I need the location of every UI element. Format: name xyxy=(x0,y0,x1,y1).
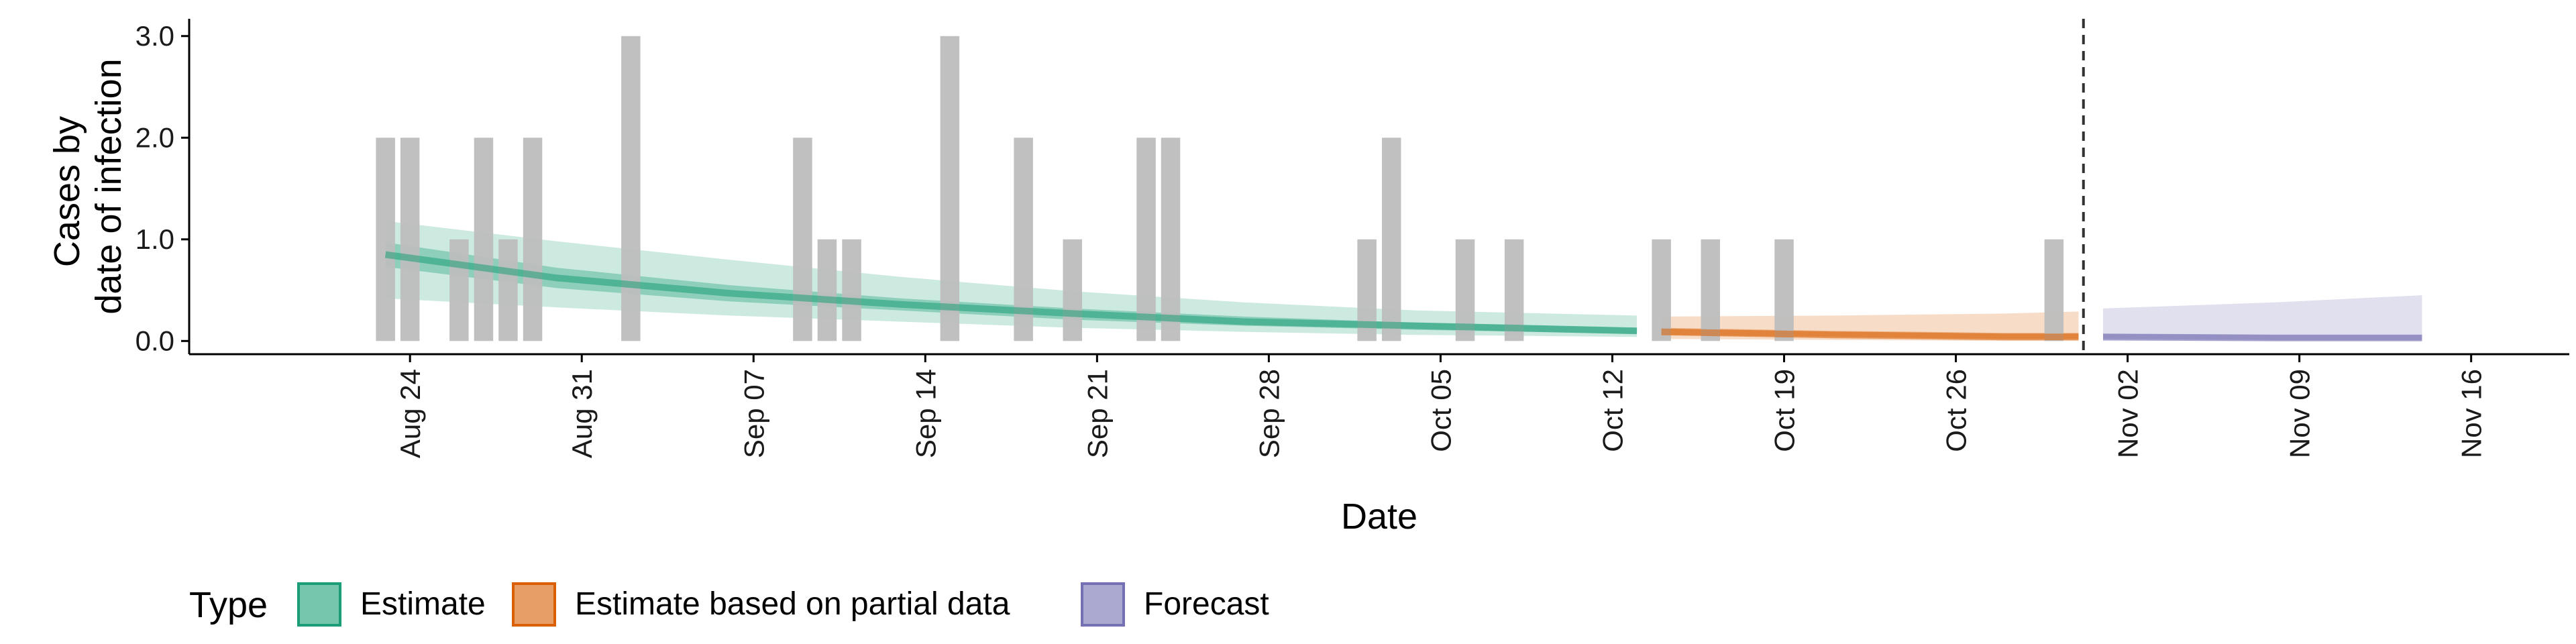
x-tick-label: Oct 19 xyxy=(1769,369,1801,452)
x-tick-label: Sep 14 xyxy=(910,369,941,458)
case-bar xyxy=(523,138,543,341)
x-tick-label: Oct 26 xyxy=(1941,369,1972,452)
legend-swatch-forecast xyxy=(1081,582,1125,627)
legend-label-estimate-based-on-partial-data: Estimate based on partial data xyxy=(575,586,1010,622)
x-tick-label: Aug 24 xyxy=(394,369,426,458)
case-bar xyxy=(1161,138,1181,341)
y-axis-ticks: 0.0 1.0 2.0 3.0 xyxy=(136,20,189,356)
x-tick-label: Sep 28 xyxy=(1253,369,1285,458)
case-bar xyxy=(474,138,494,341)
case-bar xyxy=(842,239,861,341)
case-bar xyxy=(1701,239,1720,341)
case-bar xyxy=(817,239,837,341)
forecast-outer-band xyxy=(2103,295,2422,341)
x-tick-label: Oct 05 xyxy=(1425,369,1456,452)
y-axis-title-line-2: date of infection xyxy=(89,58,129,314)
x-tick-label: Aug 31 xyxy=(566,369,598,458)
axes: 0.0 1.0 2.0 3.0 Aug 24 Aug 31 Sep 07 Sep 14 Sep… xyxy=(136,19,2569,458)
case-bar xyxy=(1014,138,1033,341)
forecast-median-line xyxy=(2102,333,2422,341)
y-tick-label: 1.0 xyxy=(136,223,174,255)
estimate-outer-band xyxy=(385,221,1638,337)
median-lines xyxy=(384,251,2422,341)
plot-area xyxy=(376,19,2422,354)
case-bar xyxy=(498,239,518,341)
case-bar xyxy=(1382,138,1401,341)
legend-label-forecast: Forecast xyxy=(1144,586,1269,622)
x-tick-label: Sep 21 xyxy=(1081,369,1113,458)
case-bar xyxy=(449,239,469,341)
legend: Type Estimate Estimate based on partial d… xyxy=(189,582,1269,627)
y-axis-title: Cases by date of infection xyxy=(47,58,129,314)
estimate-based-on-partial-data-median-line xyxy=(1661,328,2079,341)
case-bar xyxy=(1504,239,1524,341)
observed-case-bars xyxy=(376,36,2064,341)
x-tick-label: Oct 12 xyxy=(1597,369,1628,452)
x-axis-ticks: Aug 24 Aug 31 Sep 07 Sep 14 Sep 21 Sep 28 Oct … xyxy=(394,354,2487,458)
y-tick-label: 3.0 xyxy=(136,20,174,52)
estimate-median-line xyxy=(384,251,1638,335)
y-axis-title-line-1: Cases by xyxy=(47,116,87,267)
y-tick-label: 2.0 xyxy=(136,121,174,153)
x-axis-title: Date xyxy=(1341,496,1417,537)
x-tick-label: Nov 16 xyxy=(2456,369,2487,458)
case-bar xyxy=(940,36,960,341)
case-bar xyxy=(1774,239,1794,341)
y-tick-label: 0.0 xyxy=(136,325,174,356)
legend-label-estimate: Estimate xyxy=(360,586,486,622)
x-tick-label: Nov 09 xyxy=(2284,369,2316,458)
x-tick-label: Sep 07 xyxy=(738,369,769,458)
case-bar xyxy=(1652,239,1671,341)
case-bar xyxy=(2044,239,2064,341)
case-bar xyxy=(376,138,395,341)
legend-title: Type xyxy=(189,585,268,625)
case-bar xyxy=(400,138,420,341)
legend-items: Estimate Estimate based on partial data Fo… xyxy=(297,582,1269,627)
case-bar xyxy=(1136,138,1156,341)
legend-swatch-estimate-based-on-partial-data xyxy=(512,582,556,627)
case-bar xyxy=(1063,239,1082,341)
case-bar xyxy=(793,138,812,341)
legend-swatch-estimate xyxy=(297,582,341,627)
case-bar xyxy=(621,36,641,341)
x-tick-label: Nov 02 xyxy=(2112,369,2144,458)
